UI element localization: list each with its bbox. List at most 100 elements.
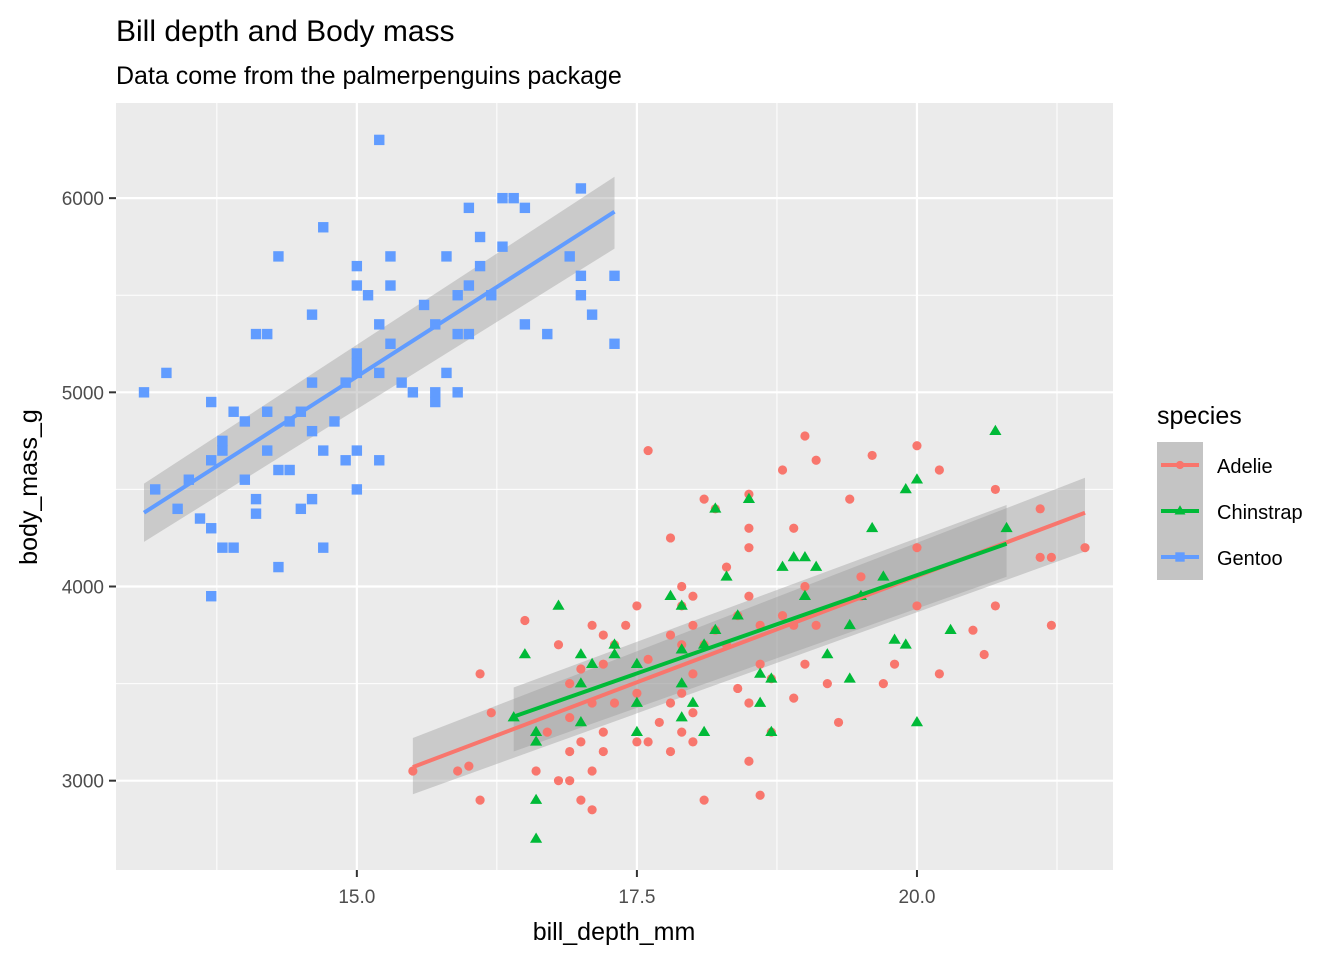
- adelie-point: [934, 465, 944, 475]
- chinstrap-point: [552, 599, 565, 610]
- chinstrap-point: [866, 521, 879, 533]
- adelie-point: [912, 441, 922, 451]
- gentoo-point: [374, 367, 385, 379]
- adelie-point: [733, 683, 743, 694]
- adelie-point: [755, 659, 765, 669]
- adelie-point: [1046, 620, 1056, 630]
- gentoo-point: [228, 542, 239, 553]
- adelie-point: [990, 484, 1000, 495]
- gentoo-point: [609, 270, 620, 282]
- gentoo-point: [351, 260, 363, 272]
- gentoo-point: [586, 309, 598, 320]
- chinstrap-point: [776, 560, 789, 571]
- adelie-point: [565, 678, 575, 689]
- gentoo-point: [374, 319, 385, 330]
- chinstrap-point: [530, 793, 543, 804]
- chinstrap-point: [518, 648, 531, 659]
- legend-title: species: [1157, 402, 1242, 430]
- gentoo-point: [262, 445, 273, 456]
- adelie-point: [553, 640, 564, 650]
- gentoo-point: [497, 241, 508, 252]
- adelie-point: [934, 669, 944, 679]
- gentoo-point: [217, 435, 228, 447]
- adelie-point: [1035, 504, 1045, 514]
- adelie-point: [464, 761, 474, 771]
- adelie-point: [587, 805, 597, 815]
- gentoo-point: [273, 561, 284, 573]
- adelie-point: [475, 669, 485, 679]
- gentoo-point: [374, 134, 385, 146]
- adelie-point: [1035, 552, 1045, 562]
- chinstrap-point: [530, 735, 543, 746]
- adelie-point: [677, 581, 687, 592]
- adelie-point: [621, 620, 631, 630]
- gentoo-point: [486, 290, 497, 301]
- adelie-point: [598, 659, 608, 669]
- legend-label-gentoo: Gentoo: [1217, 548, 1283, 570]
- adelie-point: [744, 523, 754, 533]
- legend: species Adelie Chinstrap Gentoo: [1157, 402, 1303, 580]
- adelie-point: [632, 737, 642, 747]
- chinstrap-point: [709, 623, 722, 635]
- chinstrap-point: [731, 609, 744, 620]
- gentoo-point: [306, 377, 318, 388]
- gentoo-point: [564, 251, 575, 262]
- gentoo-point: [161, 367, 172, 379]
- y-tick-label: 6000: [62, 189, 104, 210]
- chinstrap-trend-line: [513, 541, 1008, 719]
- gentoo-point: [318, 222, 329, 233]
- adelie-point: [677, 688, 687, 698]
- adelie-point: [587, 766, 597, 776]
- gentoo-point: [239, 416, 251, 427]
- adelie-point: [744, 543, 754, 553]
- chinstrap-point: [765, 725, 778, 736]
- adelie-point: [643, 737, 653, 747]
- gentoo-point: [609, 338, 620, 349]
- adelie-point: [531, 766, 541, 776]
- gentoo-point: [452, 290, 463, 301]
- gentoo-point: [306, 425, 318, 437]
- adelie-point: [688, 620, 698, 630]
- chinstrap-point: [574, 648, 587, 659]
- adelie-point: [777, 465, 788, 475]
- chinstrap-point: [630, 696, 643, 707]
- chinstrap-point: [742, 492, 756, 503]
- plot-panel: [116, 103, 1113, 870]
- gentoo-point: [508, 192, 519, 204]
- gentoo-point: [374, 455, 385, 466]
- chinstrap-point: [709, 502, 722, 513]
- gentoo-point: [385, 280, 396, 291]
- chart-subtitle: Data come from the palmerpenguins packag…: [116, 62, 622, 90]
- gentoo-point: [206, 523, 217, 534]
- chinstrap-point: [899, 483, 912, 494]
- chinstrap-point: [630, 725, 643, 736]
- chinstrap-point: [910, 473, 924, 484]
- adelie-point: [833, 717, 844, 728]
- adelie-point: [598, 727, 608, 737]
- gentoo-point: [351, 280, 363, 291]
- gentoo-point: [172, 503, 183, 515]
- adelie-point: [1080, 543, 1090, 553]
- chinstrap-point: [530, 832, 543, 843]
- adelie-point: [542, 727, 552, 737]
- adelie-point: [475, 795, 485, 805]
- y-tick-label: 4000: [62, 578, 104, 599]
- gentoo-point: [329, 416, 340, 427]
- adelie-point: [565, 746, 575, 757]
- chinstrap-point: [821, 648, 834, 659]
- gentoo-point: [542, 328, 553, 340]
- x-tick-label: 17.5: [618, 887, 655, 908]
- adelie-point: [867, 450, 877, 461]
- gentoo-point: [250, 493, 262, 505]
- adelie-point: [632, 601, 642, 611]
- gentoo-point: [351, 445, 363, 456]
- chinstrap-point: [675, 643, 688, 654]
- x-axis-ticks: 15.0 17.5 20.0: [338, 870, 935, 908]
- adelie-point: [912, 601, 922, 611]
- adelie-point: [576, 795, 586, 805]
- gentoo-point: [194, 513, 206, 524]
- gentoo-point: [452, 328, 463, 340]
- legend-label-adelie: Adelie: [1217, 456, 1273, 478]
- adelie-point: [665, 698, 676, 708]
- gentoo-point: [474, 231, 486, 243]
